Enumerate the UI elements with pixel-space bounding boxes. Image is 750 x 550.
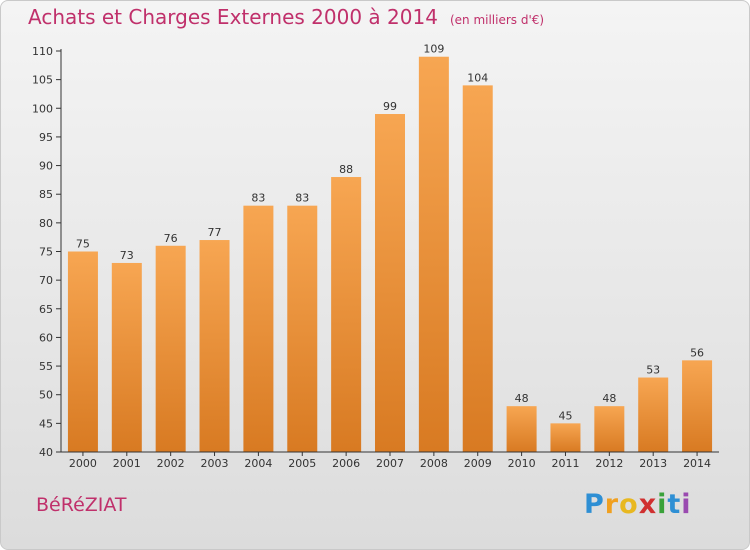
- x-tick-label-2003: 2003: [201, 457, 229, 470]
- x-tick-label-2008: 2008: [420, 457, 448, 470]
- x-tick-label-2007: 2007: [376, 457, 404, 470]
- logo-letter: i: [681, 489, 692, 520]
- y-tick-label-60: 60: [39, 331, 53, 344]
- bar-2014: [682, 360, 713, 452]
- bar-2008: [418, 56, 449, 452]
- chart-subtitle: (en milliers d'€): [449, 13, 545, 27]
- y-tick-label-75: 75: [39, 246, 53, 259]
- bar-2011: [550, 423, 581, 452]
- bar-2003: [199, 240, 230, 452]
- x-tick-label-2010: 2010: [508, 457, 536, 470]
- value-label-2014: 56: [690, 346, 704, 359]
- value-label-2002: 76: [164, 232, 178, 245]
- logo-letter: P: [584, 489, 605, 520]
- y-tick-label-50: 50: [39, 389, 53, 402]
- value-label-2007: 99: [383, 100, 397, 113]
- y-tick-label-70: 70: [39, 274, 53, 287]
- bar-2010: [506, 406, 537, 452]
- value-label-2001: 73: [120, 249, 134, 262]
- x-tick-label-2000: 2000: [69, 457, 97, 470]
- x-tick-label-2004: 2004: [244, 457, 272, 470]
- bar-2013: [638, 377, 669, 452]
- chart-title: Achats et Charges Externes 2000 à 2014: [28, 5, 438, 29]
- value-label-2013: 53: [646, 364, 660, 377]
- y-tick-label-110: 110: [32, 45, 53, 58]
- value-label-2000: 75: [76, 238, 90, 251]
- value-label-2005: 83: [295, 192, 309, 205]
- value-label-2010: 48: [515, 392, 529, 405]
- y-tick-label-90: 90: [39, 160, 53, 173]
- x-tick-label-2012: 2012: [595, 457, 623, 470]
- bar-2004: [243, 205, 274, 452]
- bar-2005: [287, 205, 318, 452]
- x-tick-label-2006: 2006: [332, 457, 360, 470]
- bar-2000: [67, 251, 98, 452]
- logo-letter: o: [619, 489, 639, 520]
- y-tick-label-80: 80: [39, 217, 53, 230]
- commune-name: BéRéZIAT: [36, 494, 127, 516]
- value-label-2011: 45: [558, 409, 572, 422]
- x-tick-label-2011: 2011: [551, 457, 579, 470]
- proxiti-logo: Proxiti: [584, 489, 692, 520]
- y-tick-label-55: 55: [39, 360, 53, 373]
- x-tick-label-2005: 2005: [288, 457, 316, 470]
- value-label-2006: 88: [339, 163, 353, 176]
- x-tick-label-2014: 2014: [683, 457, 711, 470]
- value-label-2003: 77: [208, 226, 222, 239]
- value-label-2012: 48: [602, 392, 616, 405]
- y-tick-label-100: 100: [32, 102, 53, 115]
- x-tick-label-2002: 2002: [157, 457, 185, 470]
- title-row: Achats et Charges Externes 2000 à 2014 (…: [28, 5, 544, 29]
- logo-letter: r: [604, 489, 620, 520]
- logo-letter: t: [667, 489, 682, 520]
- y-tick-label-105: 105: [32, 74, 53, 87]
- value-label-2004: 83: [251, 192, 265, 205]
- logo-letter: x: [638, 489, 658, 520]
- y-tick-label-45: 45: [39, 417, 53, 430]
- bar-2009: [462, 85, 493, 452]
- y-tick-label-40: 40: [39, 446, 53, 459]
- x-tick-label-2001: 2001: [113, 457, 141, 470]
- bar-2006: [331, 177, 362, 452]
- bar-2002: [155, 245, 186, 452]
- x-tick-label-2009: 2009: [464, 457, 492, 470]
- y-tick-label-95: 95: [39, 131, 53, 144]
- bar-2001: [111, 262, 142, 452]
- x-tick-label-2013: 2013: [639, 457, 667, 470]
- value-label-2008: 109: [423, 43, 444, 56]
- bar-2007: [375, 114, 405, 452]
- y-tick-label-85: 85: [39, 188, 53, 201]
- value-label-2009: 104: [467, 71, 488, 84]
- logo-letter: i: [657, 489, 668, 520]
- bar-2012: [594, 406, 625, 452]
- y-tick-label-65: 65: [39, 303, 53, 316]
